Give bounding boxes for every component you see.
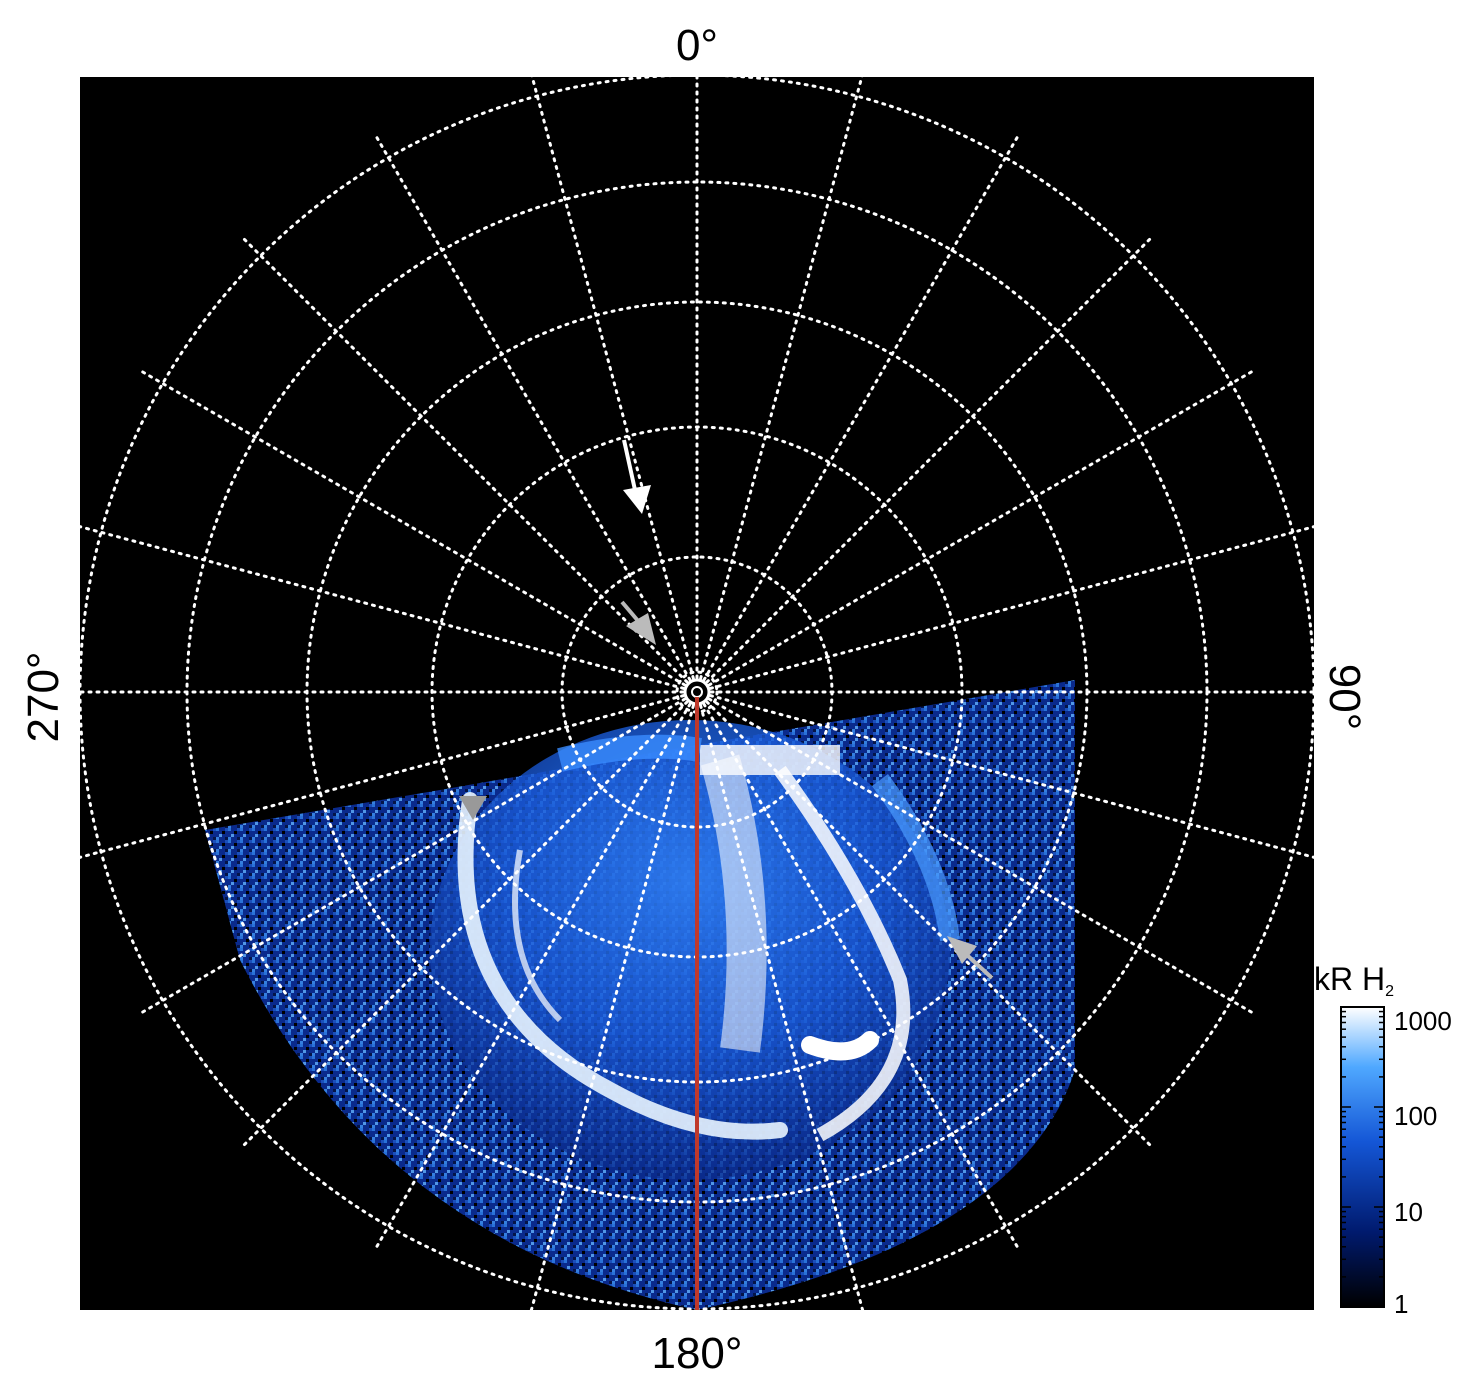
colorbar-gradient (1340, 1006, 1385, 1308)
colorbar-tick-100: 100 (1394, 1101, 1437, 1131)
grid-meridian (709, 525, 1314, 690)
grid-meridian (709, 694, 1314, 859)
grid-meridian (141, 697, 687, 1014)
arrow-center (620, 600, 656, 645)
label-left: 270° (19, 651, 68, 742)
label-right: 90° (1320, 664, 1369, 731)
grid-meridian (699, 704, 865, 1310)
aurora-image (205, 680, 1075, 1309)
polar-grid (80, 77, 1314, 1310)
colorbar-title: kR H2 (1314, 961, 1394, 1000)
arrow-left (459, 796, 487, 820)
grid-meridian (705, 700, 1152, 1147)
grid-meridian (705, 237, 1152, 684)
colorbar-tick-10: 10 (1394, 1197, 1423, 1227)
label-bottom: 180° (651, 1329, 742, 1378)
arrow-north (622, 439, 651, 514)
grid-meridian (707, 370, 1253, 687)
grid-meridian (530, 77, 695, 680)
grid-meridian (702, 702, 1019, 1248)
grid-meridian (375, 702, 692, 1248)
grid-meridian (80, 525, 685, 690)
grid-meridian (707, 697, 1253, 1014)
colorbar-tick-1000: 1000 (1394, 1006, 1452, 1036)
grid-meridian (80, 694, 685, 859)
arrow-right (947, 936, 994, 980)
grid-meridian (141, 370, 687, 687)
colorbar-tick-1: 1 (1394, 1289, 1408, 1319)
grid-meridian (242, 237, 689, 684)
colorbar-ticks (1341, 1010, 1384, 1308)
grid-meridian (529, 704, 695, 1310)
grid-meridian (242, 700, 689, 1147)
label-top: 0° (676, 21, 718, 70)
grid-meridian (699, 77, 864, 680)
colorbar: kR H2 1000 100 10 1 (1314, 961, 1452, 1319)
grid-meridian (375, 136, 692, 682)
grid-meridian (702, 136, 1019, 682)
